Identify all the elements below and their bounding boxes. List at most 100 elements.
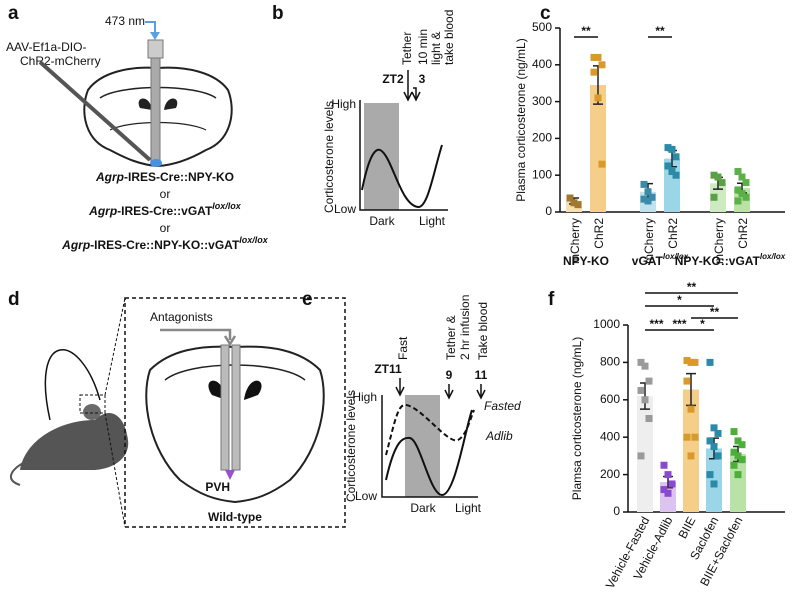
- fasted-curve: [385, 403, 475, 456]
- time-label: 9: [446, 368, 453, 382]
- panel-label: f: [548, 289, 555, 310]
- data-point: [664, 162, 672, 170]
- significance-label: **: [710, 305, 720, 319]
- zoom-line: [104, 412, 126, 528]
- genotype: Agrp-IRES-Cre::NPY-KO: [95, 170, 234, 184]
- data-point: [714, 173, 722, 181]
- cannula: [231, 344, 241, 471]
- x-tick-label: BIIE: [675, 514, 698, 541]
- data-point: [683, 377, 691, 385]
- superscript: lox/lox: [212, 201, 242, 211]
- data-point: [710, 424, 718, 432]
- light-label: 473 nm: [105, 14, 145, 28]
- axes: [381, 395, 478, 498]
- data-point: [668, 145, 676, 153]
- data-point: [691, 433, 699, 441]
- event-label: Fast: [396, 336, 410, 360]
- genotype: or: [160, 187, 171, 201]
- time-label: ZT11: [374, 362, 402, 376]
- genotype-text: -IRES-Cre::NPY-KO::vGAT: [90, 238, 240, 252]
- light-arrow: [145, 21, 156, 36]
- dark-label: Dark: [410, 501, 436, 515]
- event-label: Tether: [400, 32, 414, 65]
- event-label: light &: [429, 32, 443, 65]
- genotype: Agrp-IRES-Cre::vGATlox/lox: [88, 201, 242, 218]
- data-point: [664, 471, 672, 479]
- group-label: NPY-KO: [563, 254, 609, 268]
- significance-label: *: [700, 317, 705, 331]
- y-tick-label: 500: [532, 20, 552, 34]
- data-point: [637, 386, 645, 394]
- low-label: Low: [355, 489, 377, 503]
- data-point: [710, 480, 718, 488]
- data-point: [574, 201, 582, 209]
- light-label: Light: [455, 501, 482, 515]
- time-label: 3: [419, 72, 426, 86]
- data-point: [710, 193, 718, 201]
- bar: [683, 389, 699, 512]
- data-point: [738, 441, 746, 449]
- data-point: [672, 171, 680, 179]
- data-point: [730, 461, 738, 469]
- group-name: NPY-KO::vGAT: [675, 254, 761, 268]
- panel-label: e: [302, 289, 313, 310]
- data-point: [648, 193, 656, 201]
- bar: [706, 448, 722, 512]
- superscript: lox/lox: [239, 235, 269, 245]
- dark-period: [405, 395, 440, 497]
- data-point: [718, 179, 726, 187]
- y-axis-label: Corticosterone levels: [322, 101, 336, 213]
- zoom-line: [104, 297, 126, 396]
- gene-name: Agrp: [61, 238, 90, 252]
- genotype: or: [160, 221, 171, 235]
- data-point: [742, 179, 750, 187]
- group-label: vGATlox/lox: [632, 252, 689, 268]
- event-label: Tether &: [444, 315, 458, 360]
- or-text: or: [160, 187, 171, 201]
- y-tick-label: 800: [600, 355, 620, 369]
- region-label: PVH: [205, 480, 230, 494]
- cannula: [220, 344, 230, 471]
- high-label: High: [352, 390, 377, 404]
- data-point: [598, 61, 606, 69]
- tether-cable: [44, 349, 101, 421]
- y-axis-label: Corticosterone levels: [344, 390, 358, 502]
- group-name: vGAT: [632, 254, 664, 268]
- x-tick-label: ChR2: [666, 218, 680, 249]
- data-point: [714, 429, 722, 437]
- data-point: [734, 452, 742, 460]
- panel-label: a: [8, 3, 19, 24]
- data-point: [645, 415, 653, 422]
- gene-name: Agrp: [95, 170, 124, 184]
- error-bar: [686, 372, 696, 407]
- data-point: [594, 53, 602, 61]
- data-point: [660, 486, 668, 494]
- data-point: [734, 471, 742, 479]
- time-label: ZT2: [382, 72, 404, 86]
- data-point: [714, 452, 722, 460]
- data-point: [668, 480, 676, 488]
- data-point: [734, 168, 742, 176]
- dark-period: [364, 103, 399, 210]
- panel-label: b: [272, 3, 284, 24]
- data-point: [730, 448, 738, 456]
- y-tick-label: 1000: [593, 317, 620, 331]
- genotype-text: -IRES-Cre::NPY-KO: [124, 170, 234, 184]
- y-tick-label: 600: [600, 392, 620, 406]
- high-label: High: [331, 97, 356, 111]
- y-axis-label: Plasma corticosterone (ng/mL): [514, 38, 528, 201]
- time-label: 11: [475, 368, 488, 382]
- bar: [637, 396, 653, 512]
- y-tick-label: 400: [600, 429, 620, 443]
- significance-label: ***: [672, 317, 686, 331]
- data-point: [706, 358, 714, 366]
- drug-label: Antagonists: [150, 310, 213, 324]
- y-tick-label: 200: [600, 467, 620, 481]
- group-label: NPY-KO::vGATlox/lox: [675, 252, 786, 268]
- genotype: Agrp-IRES-Cre::NPY-KO::vGATlox/lox: [61, 235, 269, 252]
- light-arrowhead: [150, 32, 160, 40]
- zoom-box: [79, 394, 106, 414]
- significance-label: **: [687, 280, 697, 294]
- y-tick-label: 300: [532, 94, 552, 108]
